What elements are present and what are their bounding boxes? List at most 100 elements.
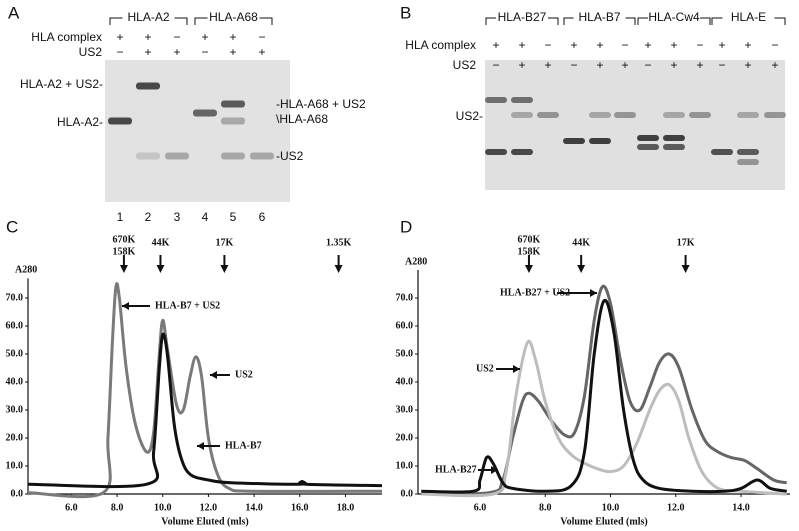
gel-band (136, 152, 160, 160)
sign: + (144, 45, 151, 59)
gel-band (637, 144, 659, 150)
lane-number: 2 (145, 210, 152, 224)
marker-label: 44K (152, 237, 170, 248)
annotation: US2 (476, 363, 494, 374)
row-label: HLA complex (31, 30, 102, 44)
marker-label: 1.35K (326, 237, 352, 248)
marker-label: 17K (677, 237, 695, 248)
annotation: HLA-B27 (435, 464, 477, 475)
gel-a (105, 60, 290, 202)
series-line (27, 282, 383, 499)
sign: + (518, 58, 525, 72)
sign: + (718, 38, 725, 52)
sign: + (173, 45, 180, 59)
gel-band (663, 144, 685, 150)
x-tick-label: 6.0 (65, 502, 78, 513)
lane-number: 4 (202, 210, 209, 224)
marker-label: 670K (113, 234, 136, 245)
group-label-bg (207, 11, 260, 25)
marker-label: 44K (572, 237, 590, 248)
sign: + (670, 38, 677, 52)
gel-band (136, 82, 160, 90)
group-label: HLA-Cw4 (648, 10, 700, 24)
panel-label: D (400, 217, 412, 236)
annotation: HLA-B7 + US2 (155, 300, 220, 311)
sign: + (670, 58, 677, 72)
group-label-bg (496, 11, 548, 25)
annotation: HLA-B27 + US2 (500, 287, 570, 298)
x-tick-label: 10.0 (154, 502, 172, 513)
sign: + (116, 30, 123, 44)
x-tick-label: 6.0 (474, 502, 487, 513)
sign: − (173, 30, 180, 44)
y-tick-label: 60.0 (396, 320, 414, 331)
x-tick-label: 12.0 (200, 502, 218, 513)
right-label: \HLA-A68 (276, 112, 328, 126)
row-label: US2 (453, 58, 477, 72)
x-axis-label: Volume Eluted (mls) (161, 516, 248, 527)
panel-label: C (6, 217, 18, 236)
x-tick-label: 12.0 (667, 502, 685, 513)
gel-band (537, 112, 559, 118)
gel-band (221, 117, 245, 125)
lane-number: 3 (174, 210, 181, 224)
marker-head (156, 265, 165, 273)
gel-band (589, 138, 611, 144)
gel-band (663, 135, 685, 141)
gel-band (511, 97, 533, 103)
gel-band (485, 97, 507, 103)
gel-band (614, 112, 636, 118)
gel-band (193, 109, 217, 117)
sign: − (644, 58, 651, 72)
arrow-head (122, 302, 129, 310)
y-tick-label: 60.0 (6, 320, 24, 331)
y-tick-label: 20.0 (6, 432, 24, 443)
marker-head (220, 265, 229, 273)
arrow-head (491, 466, 498, 474)
sign: + (201, 30, 208, 44)
right-label: -HLA-A68 + US2 (276, 97, 366, 111)
gel-b (485, 60, 785, 190)
marker-head (577, 265, 586, 273)
y-tick-label: 50.0 (6, 348, 24, 359)
gel-band (563, 138, 585, 144)
y-axis-label: A280 (405, 256, 427, 267)
y-tick-label: 0.0 (11, 488, 24, 499)
sign: − (696, 38, 703, 52)
arrow-head (590, 289, 597, 297)
panel-label: B (400, 3, 411, 22)
gel-band (108, 117, 132, 125)
annotation: US2 (235, 369, 253, 380)
sign: − (201, 45, 208, 59)
x-axis-label: Volume Eluted (mls) (560, 516, 647, 527)
arrow-head (210, 371, 217, 379)
gel-band (485, 149, 507, 155)
sign: + (570, 38, 577, 52)
sign: + (744, 38, 751, 52)
lane-number: 5 (230, 210, 237, 224)
y-tick-label: 30.0 (6, 404, 24, 415)
gel-band (637, 135, 659, 141)
y-tick-label: 40.0 (6, 376, 24, 387)
x-tick-label: 14.0 (732, 502, 750, 513)
gel-band (221, 100, 245, 108)
gel-band (511, 112, 533, 118)
left-label: HLA-A2 + US2- (20, 77, 103, 91)
y-tick-label: 10.0 (6, 460, 24, 471)
left-label: US2- (456, 109, 483, 123)
y-tick-label: 70.0 (6, 292, 24, 303)
x-tick-label: 18.0 (337, 502, 355, 513)
marker-head (334, 265, 343, 273)
group-label: HLA-B27 (498, 10, 547, 24)
sign: + (258, 45, 265, 59)
arrow-head (513, 365, 520, 373)
marker-label: 158K (518, 246, 541, 257)
sign: + (744, 58, 751, 72)
gel-band (737, 149, 759, 155)
gel-band (511, 149, 533, 155)
gel-b-bands (485, 97, 786, 165)
marker-head (524, 265, 533, 273)
y-tick-label: 0.0 (401, 488, 414, 499)
group-label: HLA-A2 (127, 10, 169, 24)
group-label: HLA-E (731, 10, 766, 24)
